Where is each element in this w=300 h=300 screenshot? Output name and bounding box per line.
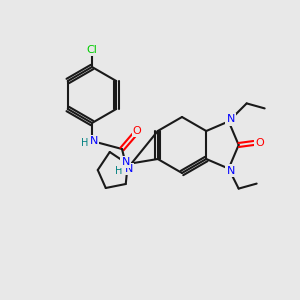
Text: N: N bbox=[90, 136, 98, 146]
Text: N: N bbox=[122, 157, 130, 167]
Text: N: N bbox=[125, 164, 133, 174]
Text: O: O bbox=[255, 138, 264, 148]
Text: H: H bbox=[81, 138, 89, 148]
Text: Cl: Cl bbox=[87, 45, 98, 55]
Text: H: H bbox=[115, 166, 123, 176]
Text: N: N bbox=[226, 114, 235, 124]
Text: O: O bbox=[133, 126, 141, 136]
Text: N: N bbox=[226, 166, 235, 176]
